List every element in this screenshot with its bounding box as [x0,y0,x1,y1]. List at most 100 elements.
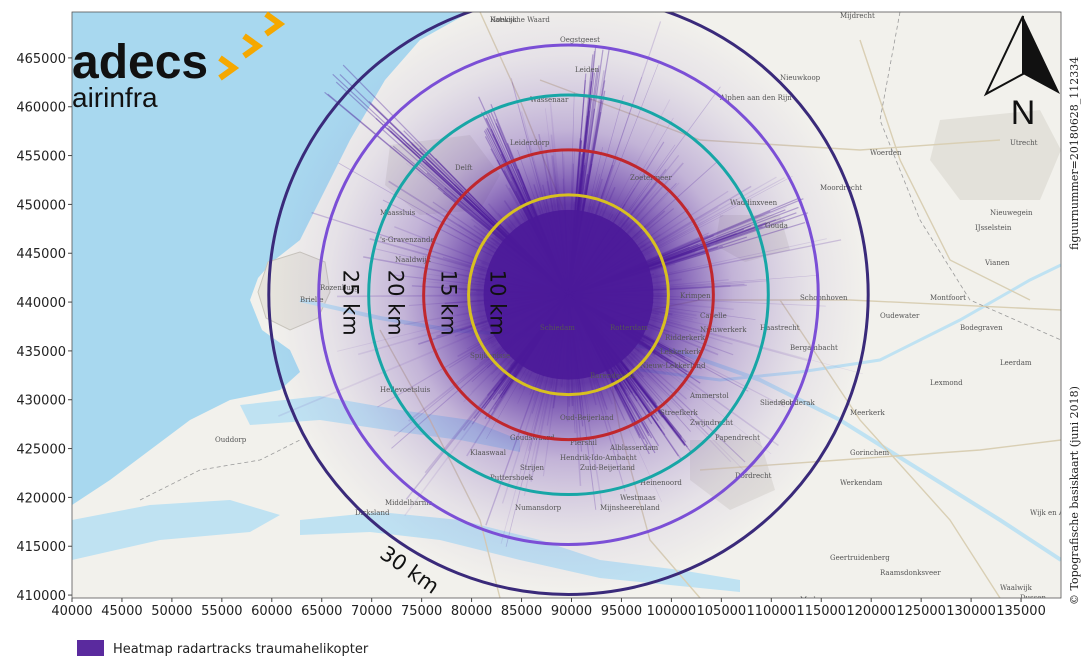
ring-25km [317,43,820,546]
heatmap-layer [268,12,869,595]
ring-10km [467,193,670,397]
place-label: Dirksland [355,509,390,517]
legend-label: Heatmap radartracks traumahelikopter [113,642,369,657]
x-tick-label: 110000 [746,604,796,619]
x-tick-label: 80000 [451,604,492,619]
map-border [71,11,1062,599]
place-labels: Katwijk Oegstgeest Leiden Wassenaar Leiderdo… [215,12,1083,604]
legend: Heatmap radartracks traumahelikopter [77,640,369,657]
place-label: Vianen [984,259,1010,267]
place-label: Sliedrecht [760,399,797,407]
place-label: Wijk en Aalburg [1030,509,1083,517]
x-tick-label: 55000 [201,604,242,619]
heatmap-core [483,209,654,380]
place-label: Katwijk [490,16,518,24]
x-tick-label: 120000 [846,604,896,619]
place-label: Utrecht [1010,139,1038,147]
place-label: Ridderkerk [665,334,706,342]
map-panel: Katwijk Oegstgeest Leiden Wassenaar Leiderdo… [72,12,1083,604]
place-label: Gouderak [780,399,815,407]
place-label: Goudswaard [510,434,555,442]
place-label: Brielle [300,296,324,304]
x-tick-label: 70000 [351,604,392,619]
place-label: Zuid-Beijerland [580,464,636,472]
urban-utrecht [930,110,1061,200]
place-label: Mijnsheerenland [600,504,660,512]
place-label: Gouda [765,222,788,230]
y-tick-label: 445000 [16,247,66,262]
place-label: Streefkerk [660,409,699,417]
place-label: Dordrecht [735,472,772,480]
y-tick-label: 415000 [16,540,66,555]
north-label: N [1011,94,1036,132]
place-label: Klaaswaal [470,449,507,457]
place-label: Heinenoord [640,479,682,487]
x-tick-label: 95000 [601,604,642,619]
place-label: Wassenaar [530,96,569,104]
x-tick-label: 115000 [796,604,846,619]
place-label: Bodegraven [960,324,1003,332]
x-axis: 40000 45000 50000 55000 60000 65000 70000 75000… [51,598,1046,619]
logo-chevron-icon [218,55,240,81]
x-tick-label: 135000 [996,604,1046,619]
place-label: Alphen aan den Rijn [719,94,792,102]
map-credit: © Topografische basiskaart (juni 2018) [1068,386,1081,605]
place-label: Made [800,596,820,604]
y-tick-label: 440000 [16,296,66,311]
x-tick-label: 85000 [501,604,542,619]
place-label: Alblasserdam [609,444,659,452]
place-label: Ammerstol [689,392,729,400]
ring-label: 20 km [383,270,407,336]
province-boundary [139,12,1061,501]
y-tick-label: 430000 [16,394,66,409]
place-label: Westmaas [620,494,656,502]
place-label: Waddinxveen [730,199,778,207]
north-arrow-icon [1023,16,1060,94]
place-label: 's-Gravenzande [380,236,435,244]
y-axis: 410000 415000 420000 425000 430000 435000 4400… [16,52,72,604]
y-tick-label: 410000 [16,589,66,604]
place-label: Capelle [700,312,727,320]
place-label: Leiden [575,66,600,74]
place-label: Woerden [870,149,902,157]
place-label: Krimpen [680,292,711,300]
place-label: Oudewater [880,312,920,320]
y-tick-label: 455000 [16,150,66,165]
place-label: Nieuwegein [990,209,1033,217]
place-label: IJsselstein [975,224,1012,232]
place-label: Leerdam [1000,359,1032,367]
grevelingen-water [72,500,280,560]
x-tick-label: 105000 [697,604,747,619]
place-label: Delft [455,164,473,172]
place-label: Nieuwkoop [780,74,821,82]
place-label: Strijen [520,464,545,472]
place-label: Raamsdonksveer [880,569,941,577]
place-label: Oud-Beijerland [560,414,614,422]
place-label: Schiedam [540,324,575,332]
place-label: Lekkerkerk [660,348,701,356]
north-arrow: N [983,15,1060,132]
y-tick-label: 465000 [16,52,66,67]
place-label: Mijdrecht [840,12,875,20]
place-label: Nieuw-Lekkerland [640,362,706,370]
y-tick-label: 435000 [16,345,66,360]
place-label: Ouddorp [215,436,247,444]
y-tick-label: 450000 [16,198,66,213]
ring-30km [267,12,870,596]
ring-14.5km [422,148,715,442]
ring-label: 25 km [338,270,362,336]
x-tick-label: 40000 [51,604,92,619]
x-tick-label: 65000 [301,604,342,619]
place-label: Hendrik-Ido-Ambacht [560,454,637,462]
x-tick-label: 50000 [151,604,192,619]
x-tick-label: 130000 [946,604,996,619]
place-label: Gorinchem [850,449,889,457]
place-label: Zoetermeer [630,174,672,182]
place-label: Nieuwerkerk [700,326,747,334]
logo-sub: airinfra [72,82,158,113]
logo-chevron-icon [242,33,264,59]
place-label: Rozenburg [320,284,359,292]
place-label: Middelharnis [385,499,433,507]
place-label: Papendrecht [715,434,760,442]
